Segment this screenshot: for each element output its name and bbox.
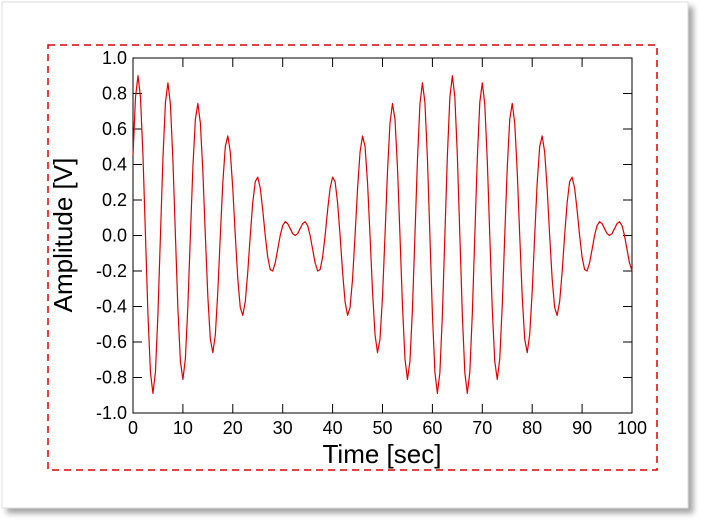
x-tick-label: 90 [572,418,592,438]
y-tick-label: -0.8 [96,368,127,388]
x-axis-label: Time [sec] [323,439,442,469]
x-tick-label: 50 [372,418,392,438]
y-tick-label: 0.2 [102,190,127,210]
x-tick-label: 20 [223,418,243,438]
x-tick-label: 100 [617,418,647,438]
y-tick-label: 0.4 [102,155,127,175]
y-tick-label: 1.0 [102,48,127,68]
panel [1,1,689,509]
y-tick-label: 0.6 [102,119,127,139]
y-tick-label: -0.2 [96,261,127,281]
x-tick-label: 40 [323,418,343,438]
y-tick-label: -0.4 [96,297,127,317]
selection-frame [47,44,658,471]
signal-line [132,75,633,395]
y-tick-label: -0.6 [96,332,127,352]
x-tick-label: 80 [522,418,542,438]
x-tick-label: 60 [422,418,442,438]
x-tick-label: 70 [472,418,492,438]
x-tick-label: 10 [173,418,193,438]
y-tick-label: 0.0 [102,226,127,246]
x-tick-label: 30 [273,418,293,438]
x-tick-label: 0 [128,418,138,438]
y-tick-label: 0.8 [102,84,127,104]
y-tick-label: -1.0 [96,403,127,423]
y-axis-label: Amplitude [V] [48,158,78,313]
